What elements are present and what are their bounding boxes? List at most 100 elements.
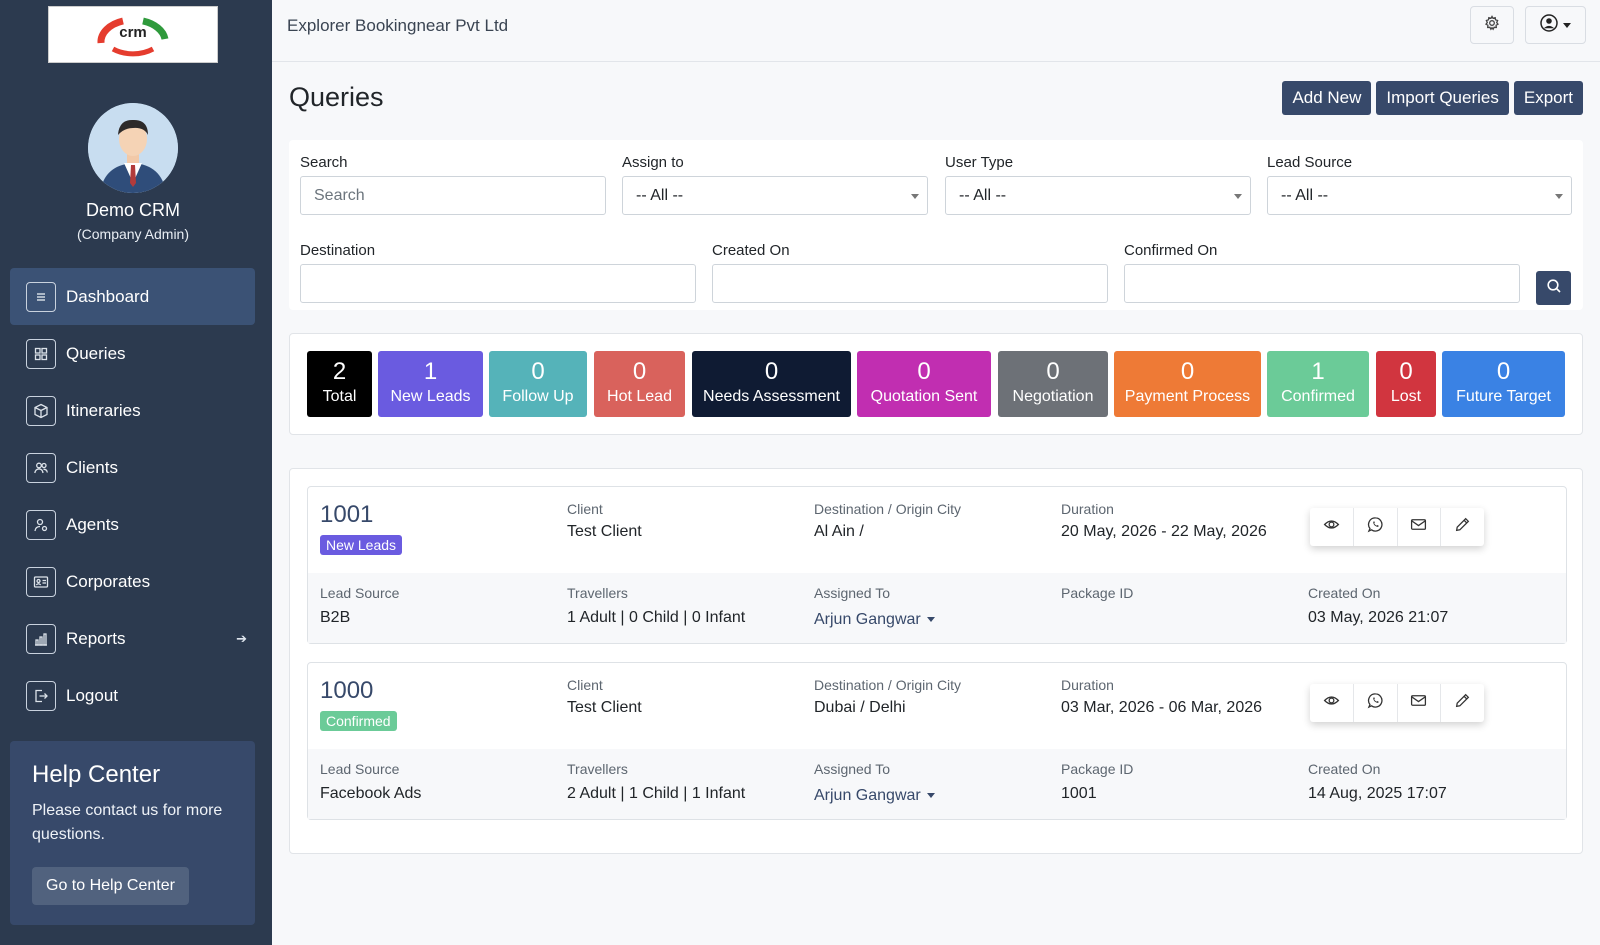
stat-hot-lead[interactable]: 0 Hot Lead [594, 351, 685, 417]
assigned-to-value: Arjun Gangwar [814, 787, 921, 804]
help-center-button[interactable]: Go to Help Center [32, 867, 189, 905]
query-id[interactable]: 1000 [320, 677, 374, 704]
created-on-input[interactable] [712, 264, 1108, 303]
sidebar-item-clients[interactable]: Clients [10, 439, 255, 496]
stat-label: Negotiation [1012, 388, 1094, 405]
sidebar-item-label: Itineraries [66, 400, 141, 420]
query-actions [1310, 684, 1484, 722]
id-card-icon [26, 566, 56, 597]
assigned-to-dropdown[interactable]: Arjun Gangwar [814, 787, 935, 805]
stat-needs-assessment[interactable]: 0 Needs Assessment [692, 351, 851, 417]
stat-future-target[interactable]: 0 Future Target [1442, 351, 1565, 417]
pencil-icon [1454, 516, 1471, 538]
stat-label: Follow Up [502, 388, 574, 405]
sidebar-item-label: Corporates [66, 571, 151, 591]
view-button[interactable] [1310, 684, 1354, 722]
confirmed-on-input[interactable] [1124, 264, 1520, 303]
stat-count: 0 [1180, 358, 1195, 385]
avatar [88, 103, 178, 193]
sidebar-item-label: Reports [66, 628, 126, 648]
lead-source-label: Lead Source [320, 585, 400, 601]
profile-role: (Company Admin) [76, 226, 190, 242]
company-logo[interactable]: crm [48, 6, 218, 63]
stat-label: Total [322, 388, 357, 405]
destination-label: Destination / Origin City [814, 677, 962, 693]
stat-follow-up[interactable]: 0 Follow Up [489, 351, 587, 417]
search-input[interactable]: Search [300, 176, 606, 215]
user-circle-icon [1540, 13, 1558, 37]
whatsapp-button[interactable] [1354, 684, 1398, 722]
user-type-label: User Type [945, 154, 1014, 171]
sidebar-item-dashboard[interactable]: Dashboard [10, 268, 255, 325]
stat-label: New Leads [390, 388, 471, 405]
caret-down-icon [926, 793, 935, 799]
stat-new-leads[interactable]: 1 New Leads [378, 351, 483, 417]
sidebar-item-agents[interactable]: Agents [10, 496, 255, 553]
search-button[interactable] [1536, 271, 1571, 305]
sidebar-item-label: Agents [66, 514, 119, 534]
gear-icon [1484, 14, 1500, 36]
sidebar-item-itineraries[interactable]: Itineraries [10, 382, 255, 439]
import-queries-button[interactable]: Import Queries [1376, 81, 1509, 115]
lead-source-label: Lead Source [1267, 154, 1353, 171]
user-type-select[interactable]: -- All -- [945, 176, 1251, 215]
view-button[interactable] [1310, 508, 1354, 546]
stat-total[interactable]: 2 Total [307, 351, 372, 417]
add-new-button[interactable]: Add New [1282, 81, 1372, 115]
box-icon [26, 395, 56, 426]
sidebar-item-logout[interactable]: Logout [10, 667, 255, 724]
eye-icon [1323, 692, 1340, 714]
stat-confirmed[interactable]: 1 Confirmed [1267, 351, 1369, 417]
eye-icon [1323, 516, 1340, 538]
stat-lost[interactable]: 0 Lost [1376, 351, 1436, 417]
assigned-to-dropdown[interactable]: Arjun Gangwar [814, 611, 935, 629]
help-title: Help Center [32, 761, 161, 788]
caret-down-icon [1555, 194, 1563, 199]
email-button[interactable] [1398, 684, 1442, 722]
sidebar-item-label: Queries [66, 343, 126, 363]
user-type-value: -- All -- [959, 186, 1007, 204]
travellers-value: 2 Adult | 1 Child | 1 Infant [567, 785, 746, 802]
stat-count: 0 [917, 358, 931, 385]
help-center-panel: Help Center Please contact us for more q… [10, 741, 255, 925]
created-on-value: 03 May, 2026 21:07 [1308, 609, 1449, 626]
travellers-value: 1 Adult | 0 Child | 0 Infant [567, 609, 746, 626]
stat-count: 0 [1046, 358, 1060, 385]
stat-negotiation[interactable]: 0 Negotiation [998, 351, 1108, 417]
query-actions [1310, 508, 1484, 546]
email-button[interactable] [1398, 508, 1442, 546]
edit-button[interactable] [1441, 684, 1484, 722]
client-value: Test Client [567, 699, 642, 716]
settings-button[interactable] [1470, 6, 1514, 44]
stat-count: 1 [423, 358, 438, 385]
help-text: Please contact us for more questions. [32, 802, 223, 843]
destination-value: Al Ain / [814, 523, 864, 540]
sidebar-item-corporates[interactable]: Corporates [10, 553, 255, 610]
query-card: 1000 Confirmed Client Test Client Destin… [307, 662, 1567, 820]
edit-button[interactable] [1441, 508, 1484, 546]
assign-to-select[interactable]: -- All -- [622, 176, 928, 215]
lead-source-value: B2B [320, 609, 351, 626]
export-button[interactable]: Export [1513, 81, 1583, 115]
stat-quotation-sent[interactable]: 0 Quotation Sent [857, 351, 991, 417]
envelope-icon [1410, 692, 1427, 714]
lead-source-select[interactable]: -- All -- [1267, 176, 1572, 215]
status-summary: 2 Total 1 New Leads 0 Follow Up 0 Hot Le… [289, 333, 1583, 435]
arrow-right-icon: ➔ [236, 630, 247, 646]
destination-label: Destination / Origin City [814, 501, 962, 517]
destination-value: Dubai / Delhi [814, 699, 906, 716]
status-badge: New Leads [320, 535, 403, 555]
duration-label: Duration [1061, 501, 1114, 517]
pencil-icon [1454, 692, 1471, 714]
travellers-label: Travellers [567, 585, 628, 601]
destination-input[interactable] [300, 264, 696, 303]
sidebar-item-queries[interactable]: Queries [10, 325, 255, 382]
stat-payment-process[interactable]: 0 Payment Process [1114, 351, 1261, 417]
query-id[interactable]: 1001 [320, 501, 374, 528]
whatsapp-button[interactable] [1354, 508, 1398, 546]
confirmed-on-label: Confirmed On [1124, 242, 1218, 259]
destination-label: Destination [300, 242, 376, 259]
user-menu-button[interactable] [1525, 6, 1586, 44]
logo-text: crm [119, 24, 147, 41]
sidebar-item-reports[interactable]: Reports ➔ [10, 610, 255, 667]
